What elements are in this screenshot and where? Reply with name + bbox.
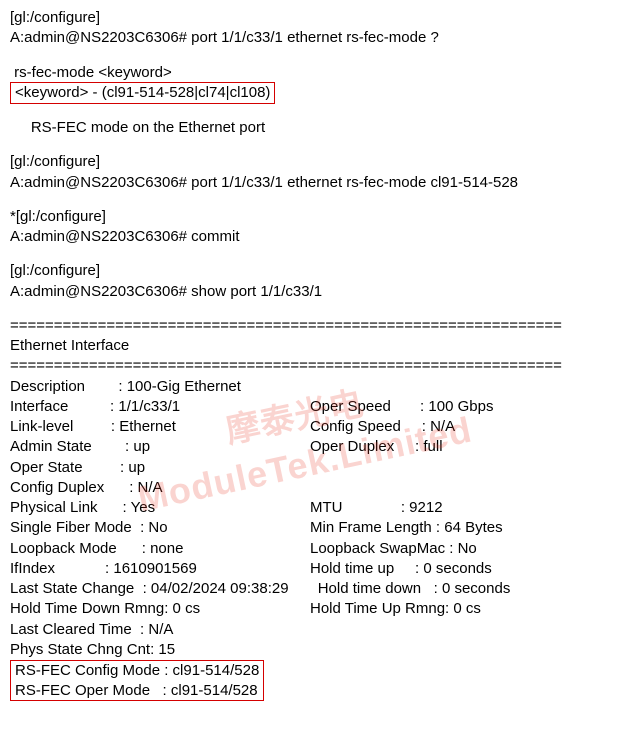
field-last-state-change: Last State Change : 04/02/2024 09:38:29 … <box>10 579 610 599</box>
row-link-level: Link-level : Ethernet Config Speed : N/A <box>10 417 610 437</box>
row-admin-state: Admin State : up Oper Duplex : full <box>10 437 610 457</box>
field-interface: Interface : 1/1/c33/1 <box>10 397 310 417</box>
field-description: Description : 100-Gig Ethernet <box>10 377 610 397</box>
field-hold-down-rmng: Hold Time Down Rmng: 0 cs <box>10 599 310 619</box>
field-ifindex: IfIndex : 1610901569 <box>10 559 310 579</box>
row-single-fiber: Single Fiber Mode : No Min Frame Length … <box>10 518 610 538</box>
field-config-speed: Config Speed : N/A <box>310 417 455 437</box>
field-phys-state-chng: Phys State Chng Cnt: 15 <box>10 640 610 660</box>
field-mtu: MTU : 9212 <box>310 498 443 518</box>
prompt-4: A:admin@NS2203C6306# show port 1/1/c33/1 <box>10 282 610 302</box>
prompt-3: A:admin@NS2203C6306# commit <box>10 227 610 247</box>
field-oper-state: Oper State : up <box>10 458 610 478</box>
keyword-highlight-box: <keyword> - (cl91-514-528|cl74|cl108) <box>10 83 610 104</box>
field-hold-time-up: Hold time up : 0 seconds <box>310 559 492 579</box>
row-physical-link: Physical Link : Yes MTU : 9212 <box>10 498 610 518</box>
field-rsfec-oper: RS-FEC Oper Mode : cl91-514/528 <box>15 681 259 701</box>
separator-bottom: ========================================… <box>10 356 610 376</box>
field-min-frame: Min Frame Length : 64 Bytes <box>310 518 503 538</box>
field-link-level: Link-level : Ethernet <box>10 417 310 437</box>
keyword-options: <keyword> - (cl91-514-528|cl74|cl108) <box>10 82 275 104</box>
help-description: RS-FEC mode on the Ethernet port <box>10 118 610 138</box>
row-hold-time: Hold Time Down Rmng: 0 cs Hold Time Up R… <box>10 599 610 619</box>
context-4: [gl:/configure] <box>10 261 610 281</box>
field-config-duplex: Config Duplex : N/A <box>10 478 610 498</box>
field-rsfec-config: RS-FEC Config Mode : cl91-514/528 <box>15 661 259 681</box>
row-interface: Interface : 1/1/c33/1 Oper Speed : 100 G… <box>10 397 610 417</box>
rsfec-highlight-box: RS-FEC Config Mode : cl91-514/528 RS-FEC… <box>10 660 610 701</box>
context-1: [gl:/configure] <box>10 8 610 28</box>
separator-top: ========================================… <box>10 316 610 336</box>
row-ifindex: IfIndex : 1610901569 Hold time up : 0 se… <box>10 559 610 579</box>
context-3: *[gl:/configure] <box>10 207 610 227</box>
context-2: [gl:/configure] <box>10 152 610 172</box>
field-single-fiber: Single Fiber Mode : No <box>10 518 310 538</box>
prompt-2: A:admin@NS2203C6306# port 1/1/c33/1 ethe… <box>10 173 610 193</box>
help-syntax: rs-fec-mode <keyword> <box>10 63 610 83</box>
section-title: Ethernet Interface <box>10 336 610 356</box>
field-last-cleared: Last Cleared Time : N/A <box>10 620 610 640</box>
field-physical-link: Physical Link : Yes <box>10 498 310 518</box>
field-oper-duplex: Oper Duplex : full <box>310 437 443 457</box>
row-loopback: Loopback Mode : none Loopback SwapMac : … <box>10 539 610 559</box>
field-loopback-swapmac: Loopback SwapMac : No <box>310 539 477 559</box>
field-admin-state: Admin State : up <box>10 437 310 457</box>
field-loopback-mode: Loopback Mode : none <box>10 539 310 559</box>
prompt-1: A:admin@NS2203C6306# port 1/1/c33/1 ethe… <box>10 28 610 48</box>
field-hold-up-rmng: Hold Time Up Rmng: 0 cs <box>310 599 481 619</box>
field-oper-speed: Oper Speed : 100 Gbps <box>310 397 493 417</box>
